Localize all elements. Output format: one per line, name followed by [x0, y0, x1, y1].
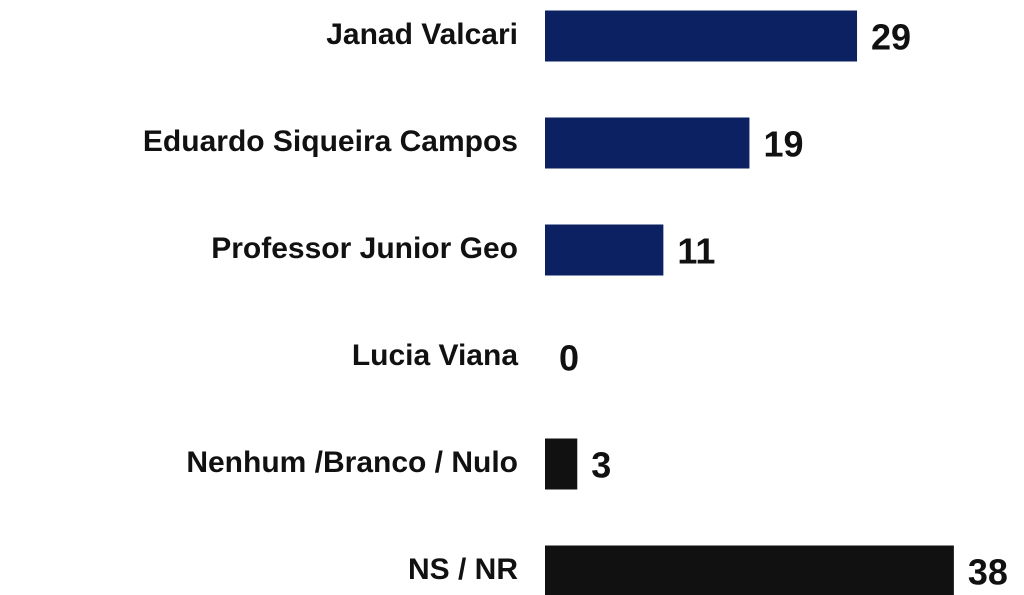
value-label: 11 — [677, 231, 715, 272]
value-label: 29 — [871, 17, 911, 58]
category-label: Nenhum /Branco / Nulo — [186, 446, 518, 479]
category-label: Eduardo Siqueira Campos — [143, 125, 518, 158]
bar — [545, 10, 858, 62]
bar — [545, 438, 578, 490]
category-label: Professor Junior Geo — [211, 232, 518, 265]
bar — [545, 117, 750, 169]
value-label: 38 — [968, 552, 1008, 593]
category-label: NS / NR — [408, 553, 518, 586]
category-label: Lucia Viana — [352, 339, 519, 372]
category-label: Janad Valcari — [326, 18, 518, 51]
bar — [545, 224, 664, 276]
bar — [545, 545, 954, 595]
value-label: 3 — [591, 445, 611, 486]
value-label: 0 — [559, 338, 579, 379]
value-label: 19 — [763, 124, 803, 165]
